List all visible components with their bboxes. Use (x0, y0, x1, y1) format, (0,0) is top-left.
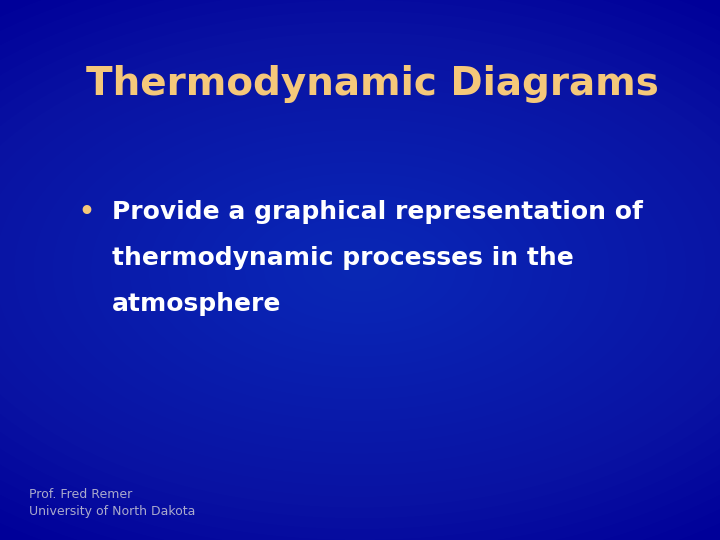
Text: Thermodynamic Diagrams: Thermodynamic Diagrams (86, 65, 660, 103)
Text: thermodynamic processes in the: thermodynamic processes in the (112, 246, 573, 269)
Text: •: • (78, 200, 94, 224)
Text: Provide a graphical representation of: Provide a graphical representation of (112, 200, 642, 224)
Text: atmosphere: atmosphere (112, 292, 281, 315)
Text: Prof. Fred Remer
University of North Dakota: Prof. Fred Remer University of North Dak… (29, 488, 195, 518)
